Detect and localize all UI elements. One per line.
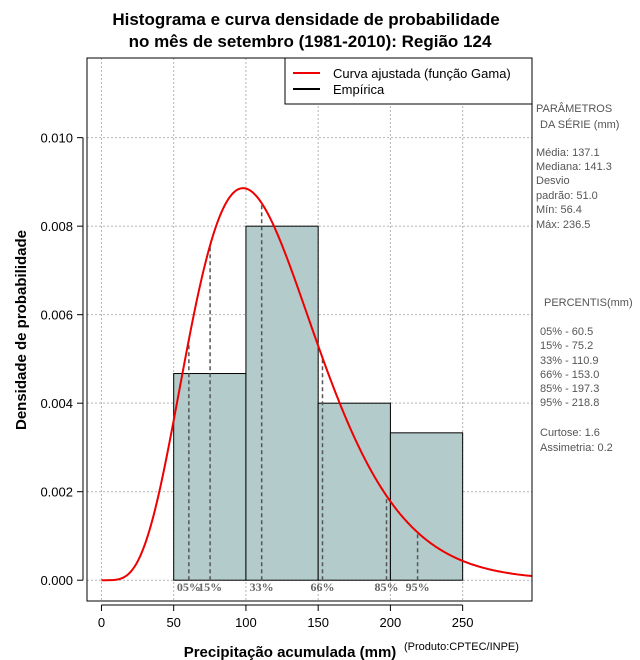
x-tick-label: 150	[307, 615, 329, 630]
params-title-line2: DA SÉRIE (mm)	[540, 118, 619, 131]
histogram-bar	[245, 225, 319, 581]
chart-title-line1: Histograma e curva densidade de probabil…	[112, 10, 499, 29]
x-tick-label: 0	[98, 615, 105, 630]
x-axis-label: Precipitação acumulada (mm)	[184, 644, 397, 660]
percentil-66: 66% - 153.0	[540, 369, 599, 381]
stat-assimetria: Assimetria: 0.2	[540, 442, 613, 454]
percentile-label: 85%	[375, 580, 399, 594]
params-title-line1: PARÂMETROS	[536, 102, 612, 115]
histogram-bar	[173, 373, 247, 581]
param-max: Máx: 236.5	[536, 219, 590, 231]
param-media: Média: 137.1	[536, 147, 600, 159]
param-mediana: Mediana: 141.3	[536, 161, 612, 173]
percentile-markers: 05%15% 33% 66% 85% 95%	[177, 203, 430, 594]
histogram-bar	[317, 402, 391, 581]
y-tick-label: 0.002	[40, 485, 73, 500]
x-tick-label: 250	[452, 615, 474, 630]
percentiles-panel: PERCENTIS(mm) 05% - 60.5 15% - 75.2 33% …	[540, 297, 633, 454]
series-parameters-panel: PARÂMETROS DA SÉRIE (mm) Média: 137.1 Me…	[536, 102, 619, 231]
percentile-label: 95%	[406, 580, 430, 594]
percentile-label: 33%	[250, 580, 274, 594]
y-tick-label: 0.000	[40, 573, 73, 588]
percentile-label: 66%	[311, 580, 335, 594]
product-credit: (Produto:CPTEC/INPE)	[404, 641, 519, 653]
percentile-label: 05%	[177, 580, 201, 594]
param-desvio-line1: Desvio	[536, 175, 570, 187]
percentil-15: 15% - 75.2	[540, 340, 593, 352]
param-desvio-line2: padrão: 51.0	[536, 190, 598, 202]
fitted-gamma-curve	[101, 187, 533, 582]
x-tick-label: 50	[166, 615, 180, 630]
y-axis-label: Densidade de probabilidade	[13, 230, 30, 430]
y-tick-label: 0.006	[40, 308, 73, 323]
chart-title-line2: no mês de setembro (1981-2010): Região 1…	[129, 32, 492, 51]
y-tick-label: 0.010	[40, 131, 73, 146]
param-min: Mín: 56.4	[536, 204, 582, 216]
axes: 0 50 100 150 200 250 0.000 0.002 0.004 0.006 0.008…	[40, 131, 473, 630]
legend-box	[284, 57, 533, 105]
percentis-title: PERCENTIS(mm)	[544, 297, 633, 309]
percentil-05: 05% - 60.5	[540, 326, 593, 338]
percentile-label: 15%	[198, 580, 222, 594]
x-tick-label: 200	[380, 615, 402, 630]
y-tick-label: 0.008	[40, 219, 73, 234]
y-tick-label: 0.004	[40, 396, 73, 411]
histogram-bar	[389, 432, 464, 581]
percentil-95: 95% - 218.8	[540, 397, 599, 409]
histogram-bars	[173, 225, 464, 581]
stat-curtose: Curtose: 1.6	[540, 427, 600, 439]
x-tick-label: 100	[235, 615, 257, 630]
legend-entry-empirical: Empírica	[333, 82, 385, 97]
percentil-33: 33% - 110.9	[540, 355, 599, 367]
legend-entry-curve: Curva ajustada (função Gama)	[333, 66, 511, 81]
percentil-85: 85% - 197.3	[540, 383, 599, 395]
legend: Curva ajustada (função Gama) Empírica	[284, 57, 533, 105]
